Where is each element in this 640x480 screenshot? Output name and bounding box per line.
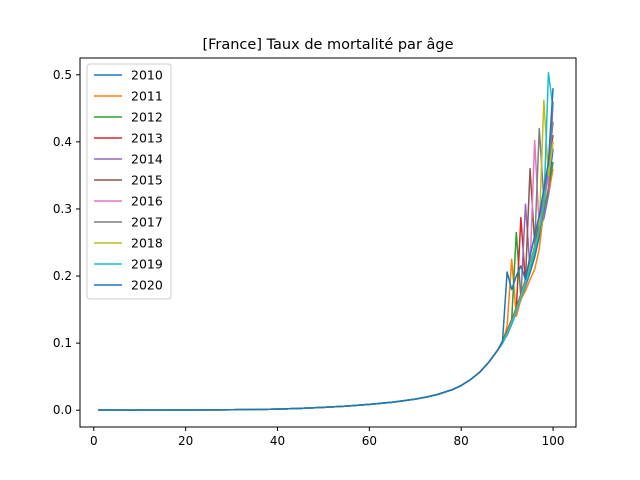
y-tick-label: 0.4 — [53, 135, 72, 149]
chart-title: [France] Taux de mortalité par âge — [202, 37, 453, 53]
legend-label-2018: 2018 — [131, 236, 163, 251]
x-tick-label: 60 — [362, 434, 377, 448]
y-tick-label: 0.2 — [53, 269, 72, 283]
legend-label-2013: 2013 — [131, 131, 163, 146]
x-axis: 0 20 40 60 80 100 — [90, 427, 565, 448]
x-tick-label: 100 — [542, 434, 565, 448]
series-lines — [98, 72, 554, 411]
y-tick-label: 0.3 — [53, 202, 72, 216]
y-tick-label: 0.0 — [53, 403, 72, 417]
x-tick-label: 80 — [454, 434, 469, 448]
plot-frame — [79, 57, 577, 428]
y-tick-label: 0.1 — [53, 336, 72, 350]
x-tick-label: 40 — [270, 434, 285, 448]
legend-label-2016: 2016 — [131, 194, 163, 209]
legend: 2010 2011 2012 2013 2014 2015 2016 2017 2018 2019… — [86, 63, 172, 300]
legend-label-2017: 2017 — [131, 215, 163, 230]
x-tick-label: 0 — [90, 434, 98, 448]
legend-label-2014: 2014 — [131, 152, 163, 167]
legend-label-2019: 2019 — [131, 257, 163, 272]
series-line-2020 — [98, 88, 554, 411]
legend-label-2011: 2011 — [131, 89, 163, 104]
legend-label-2015: 2015 — [131, 173, 163, 188]
legend-label-2012: 2012 — [131, 110, 163, 125]
legend-label-2020: 2020 — [131, 278, 163, 293]
legend-label-2010: 2010 — [131, 68, 163, 83]
y-axis: 0.0 0.1 0.2 0.3 0.4 0.5 — [53, 68, 80, 417]
legend-frame — [86, 63, 172, 300]
x-tick-label: 20 — [178, 434, 193, 448]
y-tick-label: 0.5 — [53, 68, 72, 82]
